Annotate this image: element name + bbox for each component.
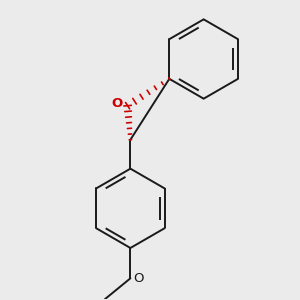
Text: O: O	[112, 97, 123, 110]
Text: O: O	[134, 272, 144, 285]
